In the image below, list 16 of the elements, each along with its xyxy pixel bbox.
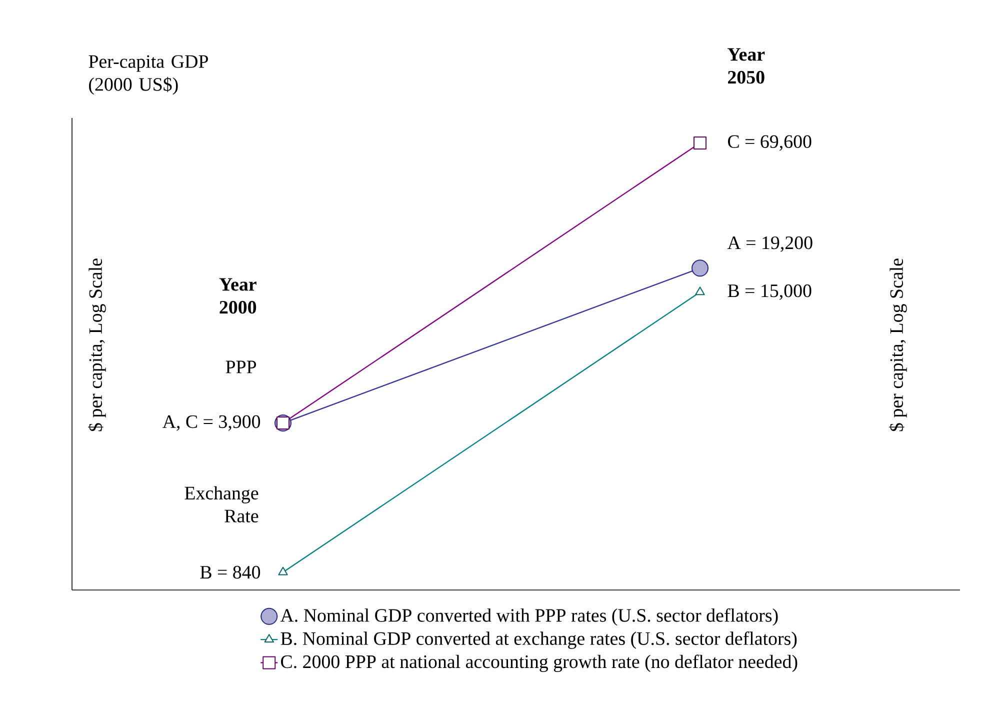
- data-label: B = 840: [200, 566, 260, 579]
- annotation: Year 2000: [219, 278, 256, 314]
- point: [692, 260, 709, 277]
- legend-label: A. Nominal GDP converted with PPP rates (U.S. sector deflators): [280, 608, 778, 626]
- data-label: B = 15,000: [728, 284, 812, 300]
- data-label: C = 69,600: [728, 135, 812, 151]
- y2-axis-title: $ per capita, Log Scale: [889, 258, 907, 432]
- data-label: A = 19,200: [727, 236, 812, 252]
- annotation: Exchange Rate: [184, 486, 258, 522]
- text: Year 2050: [728, 48, 765, 84]
- chart-title: Per-capita GDP (2000 US$): [88, 55, 208, 95]
- annotation: PPP: [226, 360, 256, 374]
- legend-label: C. 2000 PPP at national accounting growth rate (no deflator needed): [281, 654, 798, 672]
- data-label: A, C = 3,900: [162, 415, 260, 431]
- legend-label: B. Nominal GDP converted at exchange rates (U.S. sector deflators): [280, 631, 797, 649]
- y-axis-title: $ per capita, Log Scale: [88, 258, 106, 432]
